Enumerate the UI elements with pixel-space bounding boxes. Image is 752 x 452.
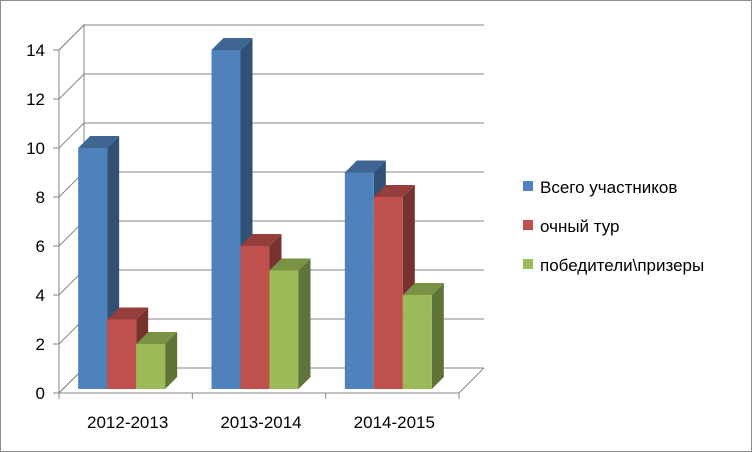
bar-top: [211, 38, 253, 50]
bar-front: [402, 295, 432, 389]
bar-top: [344, 160, 386, 173]
bar-front: [269, 270, 299, 389]
y-tick-label: 10: [26, 139, 45, 158]
x-tick-label: 2013-2014: [220, 413, 301, 432]
bar-top: [136, 332, 178, 344]
legend-swatch: [523, 259, 533, 269]
bar: [269, 258, 311, 389]
y-tick-label: 2: [36, 335, 45, 354]
bar-top: [269, 258, 311, 271]
x-tick-label: 2014-2015: [354, 413, 435, 432]
bar-front: [78, 148, 108, 389]
legend-swatch: [523, 181, 533, 191]
bar-side: [298, 258, 311, 389]
y-axis: 0 2 4 6 8 10 12 14: [26, 41, 60, 403]
x-axis: 2012-2013 2013-2014 2014-2015: [58, 367, 485, 432]
y-tick-label: 4: [36, 286, 45, 305]
bar-top: [373, 185, 415, 197]
bars: [78, 38, 444, 389]
y-tick-label: 0: [36, 384, 45, 403]
legend-label: победители\призеры: [540, 256, 704, 275]
legend-swatch: [523, 220, 533, 230]
bar-front: [136, 344, 166, 389]
y-tick-label: 12: [26, 90, 45, 109]
bar-top: [78, 136, 120, 148]
bar-side: [165, 332, 178, 389]
y-tick-label: 6: [36, 237, 45, 256]
bar-top: [240, 234, 282, 246]
bar-front: [107, 319, 137, 389]
legend-label: очный тур: [540, 217, 620, 236]
y-tick-label: 14: [26, 41, 45, 60]
gridline: [58, 73, 484, 100]
bar-front: [373, 197, 403, 389]
y-tick-label: 8: [36, 188, 45, 207]
legend: Всего участников очный тур победители\приз…: [523, 178, 704, 275]
gridline: [58, 24, 484, 51]
bar-top: [402, 283, 444, 295]
bar: [136, 332, 178, 389]
gridline: [58, 122, 484, 149]
gridline: [58, 171, 484, 198]
bar-front: [240, 246, 270, 389]
legend-label: Всего участников: [540, 178, 677, 197]
x-tick-label: 2012-2013: [87, 413, 168, 432]
bar-top: [107, 307, 149, 320]
bar-front: [211, 50, 241, 389]
bar-front: [344, 172, 374, 389]
floor-edge: [458, 367, 485, 394]
bar: [402, 283, 444, 389]
bar-side: [431, 283, 444, 389]
